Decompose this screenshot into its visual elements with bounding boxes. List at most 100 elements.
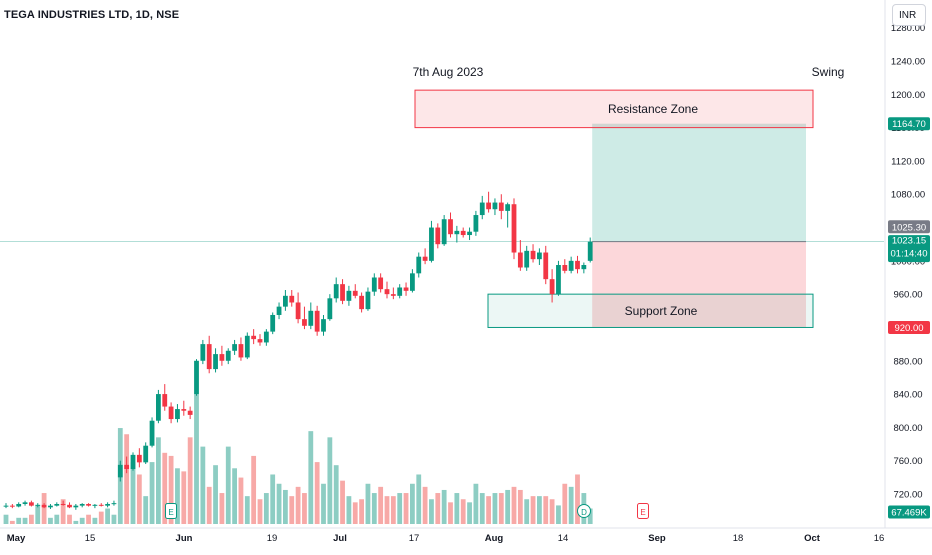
support-zone-label: Support Zone <box>625 304 698 318</box>
price-tick-label: 840.00 <box>893 390 922 401</box>
volume-bar <box>416 474 422 524</box>
time-tick-label: 17 <box>409 533 420 544</box>
candle-body <box>156 394 161 421</box>
volume-bar <box>321 483 326 524</box>
candle-body <box>517 252 523 268</box>
price-tag-label: 1025.30 <box>892 222 926 233</box>
price-tag-label: 67.469K <box>891 508 927 519</box>
event-marker-d: D <box>577 504 591 518</box>
volume-bar <box>568 486 574 524</box>
candle-body <box>48 505 53 508</box>
price-tag-label: 1164.70 <box>892 119 926 130</box>
candle-body <box>448 219 453 235</box>
event-marker-e: E <box>637 503 649 519</box>
candle-body <box>479 202 485 216</box>
price-tick-label: 1280.00 <box>891 23 925 34</box>
candle-body <box>308 310 314 326</box>
volume-bar <box>302 493 307 524</box>
candle-body <box>352 290 358 296</box>
volume-bar <box>422 486 428 524</box>
volume-bar <box>136 474 142 524</box>
position-target-zone <box>592 123 806 242</box>
volume-bar <box>352 502 358 524</box>
candle-body <box>314 310 320 332</box>
price-tick-label: 1240.00 <box>891 57 925 68</box>
volume-bar <box>98 511 104 524</box>
volume-bar <box>79 517 85 524</box>
volume-bar <box>429 499 434 524</box>
candle-body <box>3 505 9 507</box>
volume-bar <box>397 493 403 524</box>
candle-body <box>530 250 536 260</box>
candle-body <box>200 344 206 361</box>
volume-bar <box>283 489 288 524</box>
candle-body <box>22 502 28 504</box>
volume-bar <box>575 474 580 524</box>
currency-button[interactable]: INR <box>892 4 926 26</box>
price-tag: 67.469K <box>888 505 930 519</box>
candle-body <box>397 287 403 296</box>
candle-body <box>371 277 377 292</box>
candle-body <box>441 219 447 245</box>
candle-body <box>283 295 288 307</box>
style-annotation: Swing <box>812 65 845 79</box>
volume-bar <box>524 499 530 524</box>
volume-bar <box>498 493 504 524</box>
volume-bar <box>289 496 295 524</box>
candle-body <box>429 227 434 261</box>
volume-bar <box>187 437 193 524</box>
price-tick-label: 880.00 <box>893 356 922 367</box>
countdown-label: 01:14:40 <box>891 249 928 260</box>
volume-bar <box>460 499 466 524</box>
price-tag: 1025.30 <box>888 220 930 234</box>
candle-body <box>346 290 352 301</box>
time-tick-label: 16 <box>874 533 885 544</box>
price-tag-label: 1023.15 <box>892 236 926 247</box>
volume-bar <box>219 493 225 524</box>
event-marker-letter: E <box>168 508 173 517</box>
volume-bar <box>29 514 34 524</box>
candle-body <box>29 502 34 506</box>
time-tick-label: 19 <box>267 533 278 544</box>
volume-bar <box>365 483 371 524</box>
candle-body <box>130 454 136 470</box>
volume-bar <box>390 496 396 524</box>
time-tick-label: Aug <box>485 533 504 544</box>
candle-body <box>232 344 237 351</box>
volume-bar <box>486 496 491 524</box>
volume-bar <box>403 493 409 524</box>
price-tag: 920.00 <box>888 320 930 334</box>
candle-body <box>568 260 574 271</box>
volume-bar <box>48 517 53 524</box>
volume-bar <box>467 502 472 524</box>
support-zone-box <box>487 293 814 328</box>
volume-bar <box>130 462 136 524</box>
volume-bar <box>213 465 218 524</box>
time-tick-label: Sep <box>648 533 666 544</box>
candle-body <box>422 256 428 261</box>
volume-bar <box>41 493 47 524</box>
candle-body <box>105 503 110 506</box>
symbol-title: TEGA INDUSTRIES LTD, 1D, NSE <box>4 9 180 21</box>
candle-body <box>321 319 326 332</box>
volume-bar <box>251 455 257 524</box>
volume-bar <box>537 496 542 524</box>
candle-body <box>378 277 384 290</box>
candle-body <box>302 319 307 326</box>
position-stop-zone <box>592 241 806 328</box>
candle-body <box>416 256 422 274</box>
candle-body <box>575 260 580 270</box>
candle-body <box>454 230 460 235</box>
volume-bar <box>517 489 523 524</box>
candle-body <box>505 204 511 211</box>
volume-bar <box>35 505 41 524</box>
volume-bar <box>384 496 390 524</box>
volume-bar <box>492 493 498 524</box>
volume-bar <box>156 437 161 524</box>
price-tick-label: 1080.00 <box>891 190 925 201</box>
volume-bar <box>346 496 352 524</box>
candle-body <box>289 295 295 303</box>
volume-bar <box>105 508 110 524</box>
